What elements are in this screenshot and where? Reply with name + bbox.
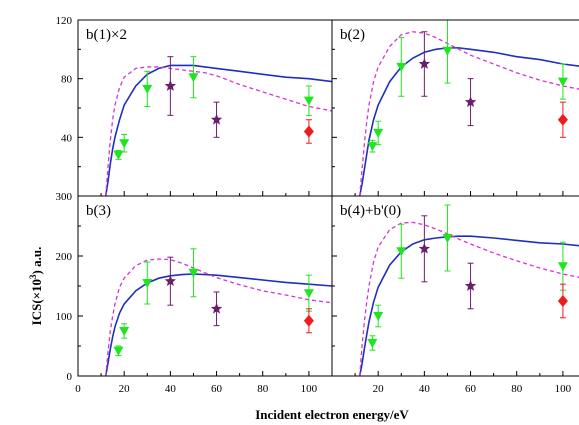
panel-label: b(4)+b'(0) (340, 203, 401, 219)
down-triangle-marker (119, 327, 130, 336)
star-marker (418, 242, 431, 254)
solid-curve (358, 235, 579, 376)
down-triangle-marker (119, 139, 130, 149)
solid-curve (104, 273, 332, 376)
x-tick-label: 100 (555, 383, 572, 395)
dashed-curve (105, 258, 332, 376)
y-tick-label: 40 (61, 132, 73, 144)
dashed-curve (359, 31, 579, 196)
y-tick-label: 0 (67, 371, 73, 383)
x-tick-label: 100 (301, 383, 318, 395)
down-triangle-marker (142, 279, 153, 288)
down-triangle-marker (557, 262, 568, 272)
down-triangle-marker (442, 234, 453, 243)
panel-frame (77, 19, 333, 197)
star-marker (464, 280, 477, 291)
star-marker (210, 113, 223, 125)
x-tick-label: 20 (119, 383, 131, 395)
down-triangle-marker (303, 289, 314, 299)
dashed-curve (105, 66, 332, 196)
down-triangle-marker (367, 142, 378, 152)
dashed-curve (359, 221, 579, 376)
diamond-marker (303, 314, 314, 327)
x-tick-label: 60 (465, 383, 477, 395)
x-tick-label: 0 (75, 383, 81, 395)
star-marker (464, 96, 477, 107)
panel-frame (331, 195, 579, 377)
down-triangle-marker (367, 339, 378, 348)
down-triangle-marker (303, 96, 314, 106)
x-axis-title: Incident electron energy/eV (255, 407, 409, 422)
x-tick-label: 60 (211, 383, 223, 395)
diamond-marker (303, 125, 314, 138)
y-axis-title: ICS(×103) a.u. (28, 247, 44, 326)
panel-plot-area (358, 204, 579, 376)
panel-frame (331, 19, 579, 197)
x-tick-label: 20 (373, 383, 385, 395)
panel-label: b(3) (86, 203, 111, 219)
down-triangle-marker (188, 73, 199, 83)
down-triangle-marker (396, 247, 407, 257)
y-tick-label: 120 (56, 15, 73, 27)
panel-plot-area (358, 20, 579, 196)
down-triangle-marker (142, 84, 153, 94)
panel-2: b(2) (331, 19, 579, 197)
y-axis-title-superscript: 3 (28, 274, 38, 279)
panel-plot-area (104, 248, 332, 376)
solid-curve (358, 47, 579, 196)
down-triangle-marker (396, 62, 407, 72)
panel-plot-area (104, 56, 332, 196)
down-triangle-marker (557, 77, 568, 87)
diamond-marker (557, 113, 568, 126)
down-triangle-marker (188, 268, 199, 278)
y-tick-label: 80 (61, 74, 73, 86)
down-triangle-marker (113, 346, 124, 356)
star-marker (164, 275, 177, 287)
panel-1: 40 80 120 b(1)×2 (56, 15, 333, 197)
down-triangle-marker (113, 150, 124, 160)
star-marker (164, 80, 177, 91)
y-tick-label: 300 (56, 191, 73, 203)
star-marker (418, 58, 431, 69)
star-marker (210, 302, 223, 314)
x-tick-label: 80 (511, 383, 523, 395)
panel-4: 20 40 60 80 100 b(4)+b'(0) (331, 195, 579, 395)
y-tick-label: 100 (56, 311, 73, 323)
x-tick-label: 80 (257, 383, 269, 395)
x-tick-label: 40 (165, 383, 177, 395)
down-triangle-marker (373, 128, 384, 138)
diamond-marker (557, 295, 568, 307)
panel-label: b(1)×2 (86, 27, 127, 43)
solid-curve (104, 64, 332, 196)
panel-3: 0 100 200 300 0 20 40 60 80 100 b(3) (56, 191, 333, 395)
down-triangle-marker (442, 46, 453, 56)
panel-label: b(2) (340, 27, 365, 43)
y-tick-label: 200 (56, 251, 73, 263)
down-triangle-marker (373, 312, 384, 321)
x-tick-label: 40 (419, 383, 431, 395)
